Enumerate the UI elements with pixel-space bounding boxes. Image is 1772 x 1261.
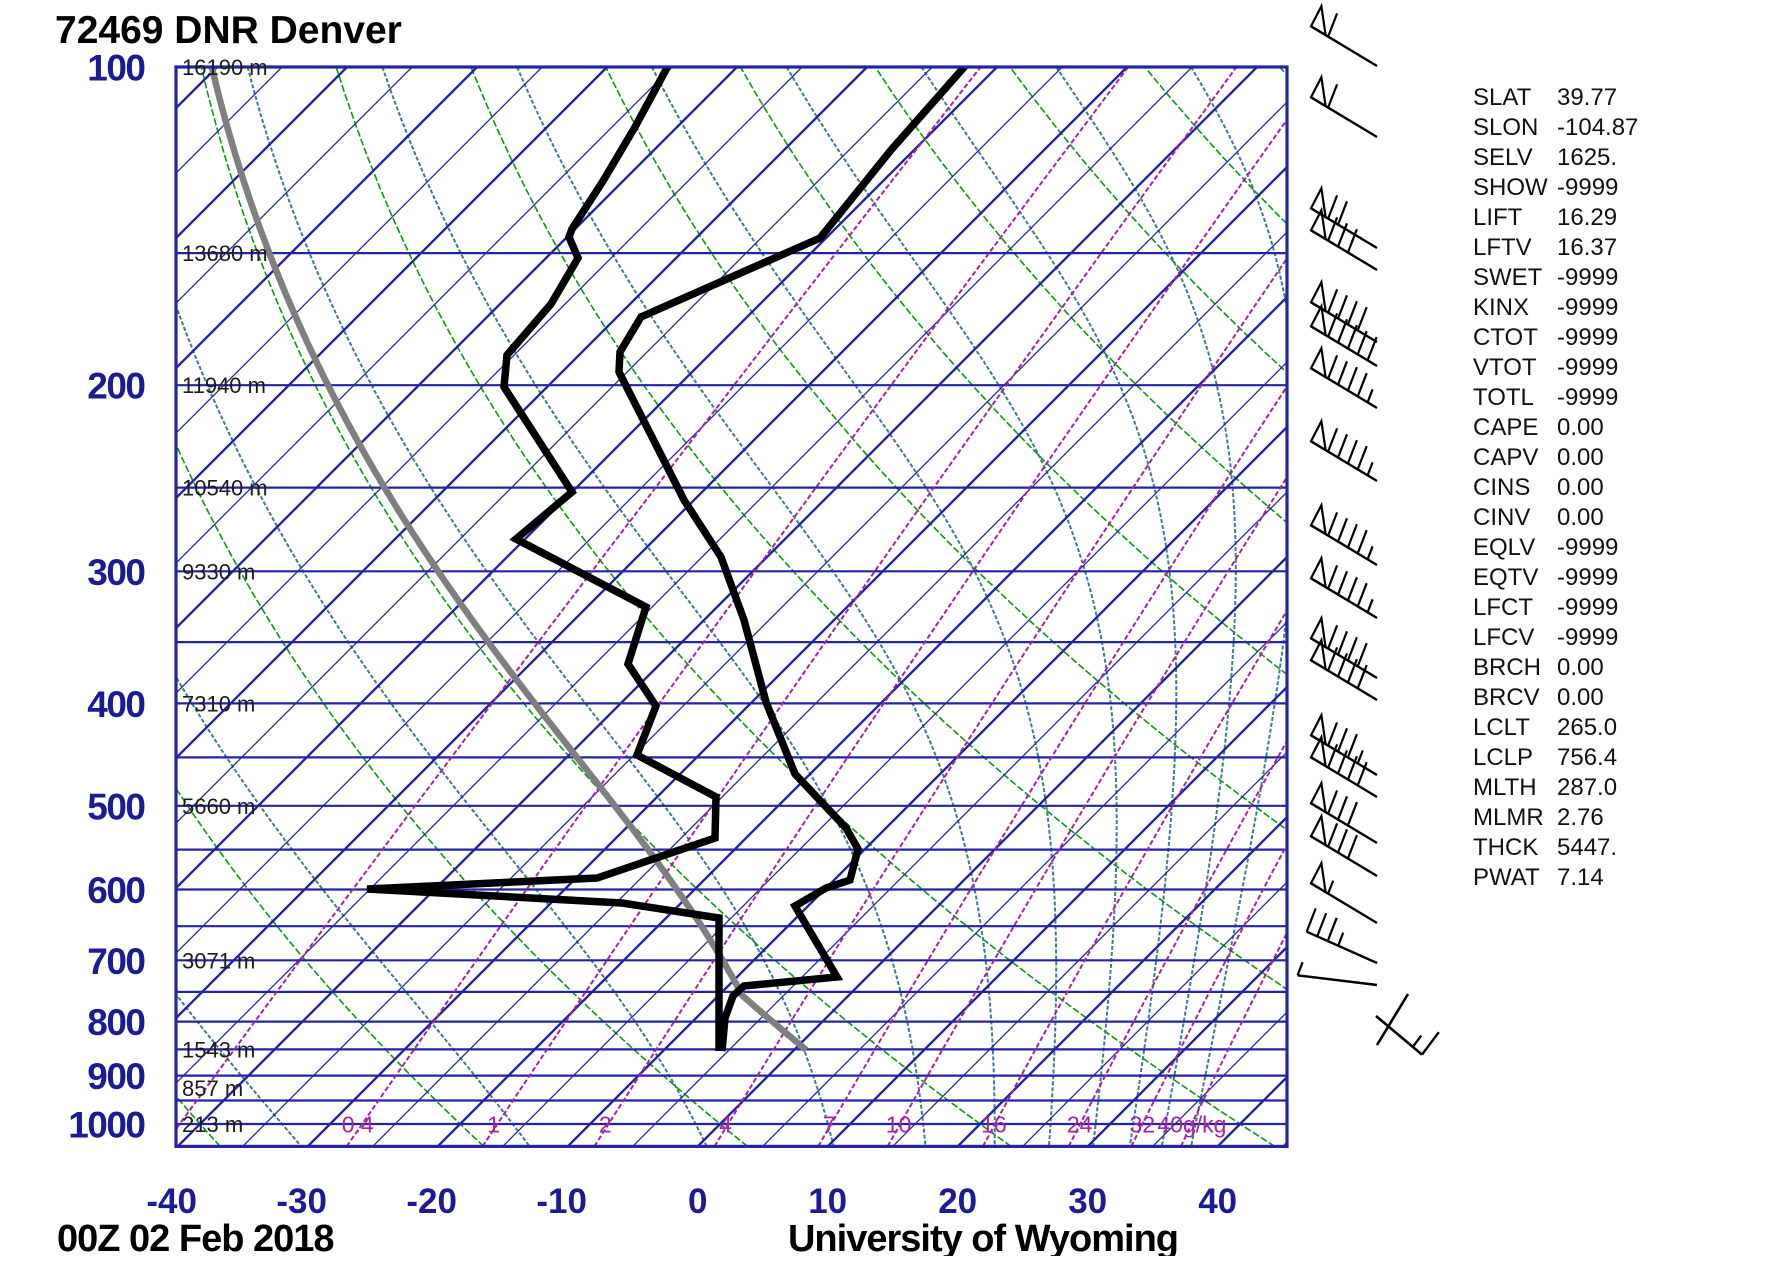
- svg-text:PWAT: PWAT: [1473, 864, 1540, 891]
- svg-text:30: 30: [1068, 1182, 1107, 1221]
- svg-text:700: 700: [87, 941, 145, 982]
- svg-text:SELV: SELV: [1473, 144, 1533, 171]
- svg-text:-104.87: -104.87: [1557, 114, 1638, 141]
- svg-text:-9999: -9999: [1557, 324, 1618, 351]
- svg-text:-9999: -9999: [1557, 264, 1618, 291]
- svg-text:LCLT: LCLT: [1473, 714, 1530, 741]
- svg-text:CTOT: CTOT: [1473, 324, 1538, 351]
- svg-text:4: 4: [719, 1112, 732, 1138]
- svg-text:-20: -20: [406, 1182, 457, 1221]
- svg-text:THCK: THCK: [1473, 834, 1538, 861]
- svg-text:287.0: 287.0: [1557, 774, 1617, 801]
- svg-text:CINV: CINV: [1473, 504, 1530, 531]
- svg-text:5660 m: 5660 m: [182, 794, 255, 819]
- svg-text:1543 m: 1543 m: [182, 1037, 255, 1062]
- svg-text:20: 20: [938, 1182, 977, 1221]
- svg-text:300: 300: [87, 552, 145, 593]
- svg-text:265.0: 265.0: [1557, 714, 1617, 741]
- svg-text:16.29: 16.29: [1557, 204, 1617, 231]
- svg-text:3071 m: 3071 m: [182, 948, 255, 973]
- svg-text:800: 800: [87, 1002, 145, 1043]
- svg-text:857 m: 857 m: [182, 1076, 243, 1101]
- svg-text:TOTL: TOTL: [1473, 384, 1534, 411]
- svg-text:-9999: -9999: [1557, 624, 1618, 651]
- svg-text:16.37: 16.37: [1557, 234, 1617, 261]
- svg-text:39.77: 39.77: [1557, 84, 1617, 111]
- svg-text:7.14: 7.14: [1557, 864, 1604, 891]
- svg-text:16: 16: [981, 1112, 1007, 1138]
- svg-text:10: 10: [886, 1112, 912, 1138]
- svg-text:72469 DNR Denver: 72469 DNR Denver: [55, 9, 402, 52]
- svg-text:756.4: 756.4: [1557, 744, 1617, 771]
- svg-text:CAPE: CAPE: [1473, 414, 1538, 441]
- svg-text:CAPV: CAPV: [1473, 444, 1538, 471]
- svg-text:EQLV: EQLV: [1473, 534, 1535, 561]
- svg-text:MLMR: MLMR: [1473, 804, 1544, 831]
- svg-text:SWET: SWET: [1473, 264, 1543, 291]
- svg-text:University of Wyoming: University of Wyoming: [788, 1218, 1178, 1256]
- svg-text:0.4: 0.4: [342, 1112, 374, 1138]
- svg-text:BRCV: BRCV: [1473, 684, 1540, 711]
- svg-text:16190 m: 16190 m: [182, 55, 268, 80]
- svg-text:400: 400: [87, 684, 145, 725]
- svg-text:BRCH: BRCH: [1473, 654, 1541, 681]
- svg-text:-9999: -9999: [1557, 594, 1618, 621]
- svg-text:VTOT: VTOT: [1473, 354, 1537, 381]
- svg-text:LCLP: LCLP: [1473, 744, 1533, 771]
- svg-text:0.00: 0.00: [1557, 474, 1604, 501]
- svg-text:-9999: -9999: [1557, 174, 1618, 201]
- svg-text:11940 m: 11940 m: [182, 373, 266, 398]
- svg-text:10540 m: 10540 m: [182, 476, 268, 501]
- svg-text:500: 500: [87, 786, 145, 827]
- svg-text:7: 7: [823, 1112, 836, 1138]
- svg-text:2.76: 2.76: [1557, 804, 1604, 831]
- svg-text:5447.: 5447.: [1557, 834, 1617, 861]
- svg-text:-9999: -9999: [1557, 294, 1618, 321]
- svg-text:1: 1: [487, 1112, 500, 1138]
- svg-text:1000: 1000: [68, 1105, 145, 1146]
- svg-text:9330 m: 9330 m: [182, 559, 255, 584]
- svg-text:1625.: 1625.: [1557, 144, 1617, 171]
- svg-text:-9999: -9999: [1557, 354, 1618, 381]
- svg-text:-9999: -9999: [1557, 384, 1618, 411]
- svg-text:0.00: 0.00: [1557, 504, 1604, 531]
- svg-text:900: 900: [87, 1056, 145, 1097]
- svg-text:0.00: 0.00: [1557, 684, 1604, 711]
- svg-text:-30: -30: [276, 1182, 327, 1221]
- svg-text:-9999: -9999: [1557, 564, 1618, 591]
- svg-text:KINX: KINX: [1473, 294, 1529, 321]
- svg-text:200: 200: [87, 366, 145, 407]
- svg-text:SHOW: SHOW: [1473, 174, 1548, 201]
- svg-text:SLAT: SLAT: [1473, 84, 1532, 111]
- svg-text:0: 0: [688, 1182, 707, 1221]
- svg-text:LFCV: LFCV: [1473, 624, 1534, 651]
- svg-text:LIFT: LIFT: [1473, 204, 1523, 231]
- svg-text:40: 40: [1198, 1182, 1237, 1221]
- svg-text:-10: -10: [536, 1182, 587, 1221]
- svg-text:100: 100: [87, 48, 145, 89]
- svg-text:SLON: SLON: [1473, 114, 1538, 141]
- svg-text:7310 m: 7310 m: [182, 691, 255, 716]
- svg-text:LFTV: LFTV: [1473, 234, 1532, 261]
- svg-text:-40: -40: [146, 1182, 197, 1221]
- svg-text:-9999: -9999: [1557, 534, 1618, 561]
- svg-text:2: 2: [599, 1112, 612, 1138]
- svg-text:10: 10: [808, 1182, 847, 1221]
- svg-text:0.00: 0.00: [1557, 414, 1604, 441]
- svg-text:24: 24: [1067, 1112, 1093, 1138]
- svg-text:EQTV: EQTV: [1473, 564, 1538, 591]
- svg-text:MLTH: MLTH: [1473, 774, 1537, 801]
- svg-text:00Z 02 Feb 2018: 00Z 02 Feb 2018: [57, 1218, 334, 1256]
- svg-text:CINS: CINS: [1473, 474, 1530, 501]
- svg-text:32: 32: [1130, 1112, 1156, 1138]
- svg-text:0.00: 0.00: [1557, 654, 1604, 681]
- svg-text:0.00: 0.00: [1557, 444, 1604, 471]
- svg-text:213 m: 213 m: [182, 1112, 243, 1137]
- svg-text:40g/kg: 40g/kg: [1157, 1112, 1226, 1138]
- svg-text:13680 m: 13680 m: [182, 241, 268, 266]
- svg-text:LFCT: LFCT: [1473, 594, 1533, 621]
- svg-text:600: 600: [87, 870, 145, 911]
